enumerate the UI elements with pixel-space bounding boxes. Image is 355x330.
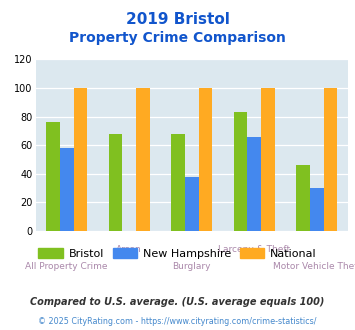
Bar <box>198 88 212 231</box>
Legend: Bristol, New Hampshire, National: Bristol, New Hampshire, National <box>34 244 321 263</box>
Bar <box>247 137 261 231</box>
Bar <box>323 88 337 231</box>
Bar <box>73 88 87 231</box>
Bar <box>46 122 60 231</box>
Text: 2019 Bristol: 2019 Bristol <box>126 12 229 26</box>
Text: Burglary: Burglary <box>173 262 211 271</box>
Bar <box>171 134 185 231</box>
Text: Motor Vehicle Theft: Motor Vehicle Theft <box>273 262 355 271</box>
Text: Larceny & Theft: Larceny & Theft <box>218 245 290 254</box>
Bar <box>109 134 122 231</box>
Bar <box>234 112 247 231</box>
Bar <box>185 177 198 231</box>
Bar <box>136 88 150 231</box>
Text: © 2025 CityRating.com - https://www.cityrating.com/crime-statistics/: © 2025 CityRating.com - https://www.city… <box>38 317 317 326</box>
Bar <box>261 88 275 231</box>
Text: Property Crime Comparison: Property Crime Comparison <box>69 31 286 45</box>
Text: Compared to U.S. average. (U.S. average equals 100): Compared to U.S. average. (U.S. average … <box>30 297 325 307</box>
Bar <box>60 148 73 231</box>
Text: All Property Crime: All Property Crime <box>26 262 108 271</box>
Bar <box>310 188 323 231</box>
Bar <box>296 165 310 231</box>
Text: Arson: Arson <box>116 245 142 254</box>
